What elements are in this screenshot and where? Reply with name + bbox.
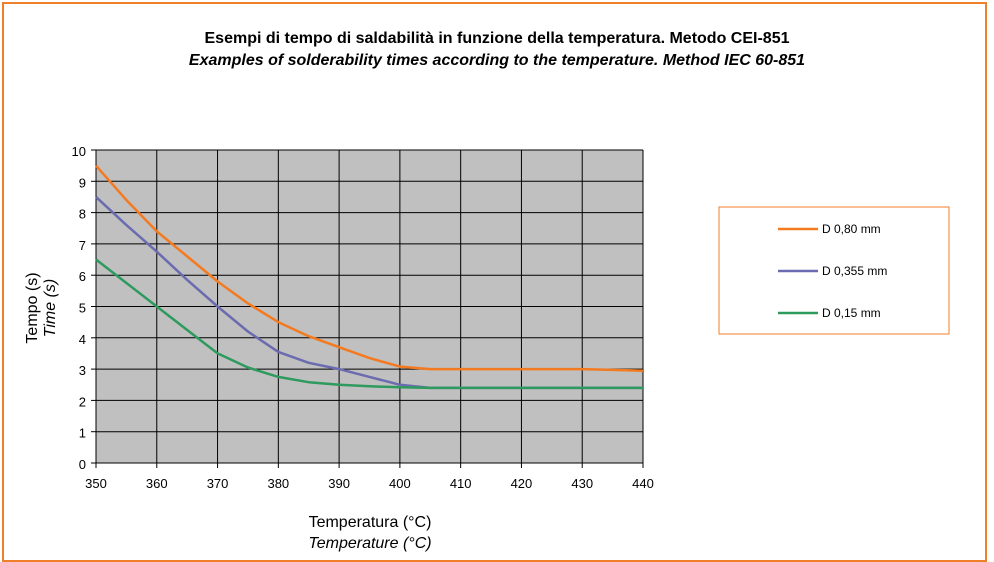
gridlines	[95, 149, 644, 464]
y-tick-label: 4	[79, 332, 86, 347]
chart-subtitle: Examples of solderability times accordin…	[188, 52, 806, 69]
axes: 0 1 2 3 4 5 6 7 8 9 10 350 360 370 380 390 400 410 420 430 4…	[72, 144, 654, 491]
legend-box	[718, 206, 950, 335]
y-tick-label: 0	[79, 457, 86, 472]
legend-label-1: D 0,80 mm	[822, 222, 881, 236]
y-tick-label: 5	[79, 301, 86, 316]
series-line-1	[95, 164, 644, 372]
x-tick-label: 360	[146, 476, 168, 491]
x-axis-title-italic: Temperature (°C)	[308, 535, 431, 552]
x-tick-label: 370	[207, 476, 229, 491]
y-tick-label: 9	[79, 175, 86, 190]
y-tick-label: 8	[79, 207, 86, 222]
x-tick-label: 430	[571, 476, 593, 491]
chart-title: Esempi di tempo di saldabilità in funzio…	[204, 30, 790, 47]
y-tick-label: 1	[79, 426, 86, 441]
y-tick-label: 7	[79, 238, 86, 253]
y-tick-label: 6	[79, 269, 86, 284]
x-tick-label: 390	[328, 476, 350, 491]
legend: D 0,80 mm D 0,355 mm D 0,15 mm	[718, 206, 950, 335]
x-tick-label: 410	[450, 476, 472, 491]
x-tick-label: 420	[511, 476, 533, 491]
y-axis-title: Tempo (s)	[24, 272, 41, 343]
y-tick-label: 2	[79, 394, 86, 409]
x-axis-title: Temperatura (°C)	[309, 514, 432, 531]
x-tick-label: 400	[389, 476, 411, 491]
series-lines	[95, 164, 644, 390]
x-tick-label: 350	[85, 476, 107, 491]
y-tick-label: 10	[72, 144, 86, 159]
y-axis-title-italic: Time (s)	[42, 279, 59, 338]
legend-label-2: D 0,355 mm	[822, 264, 887, 278]
x-tick-label: 380	[267, 476, 289, 491]
series-line-3	[95, 258, 643, 390]
legend-label-3: D 0,15 mm	[822, 306, 881, 320]
y-tick-label: 3	[79, 363, 86, 378]
x-tick-label: 440	[632, 476, 654, 491]
